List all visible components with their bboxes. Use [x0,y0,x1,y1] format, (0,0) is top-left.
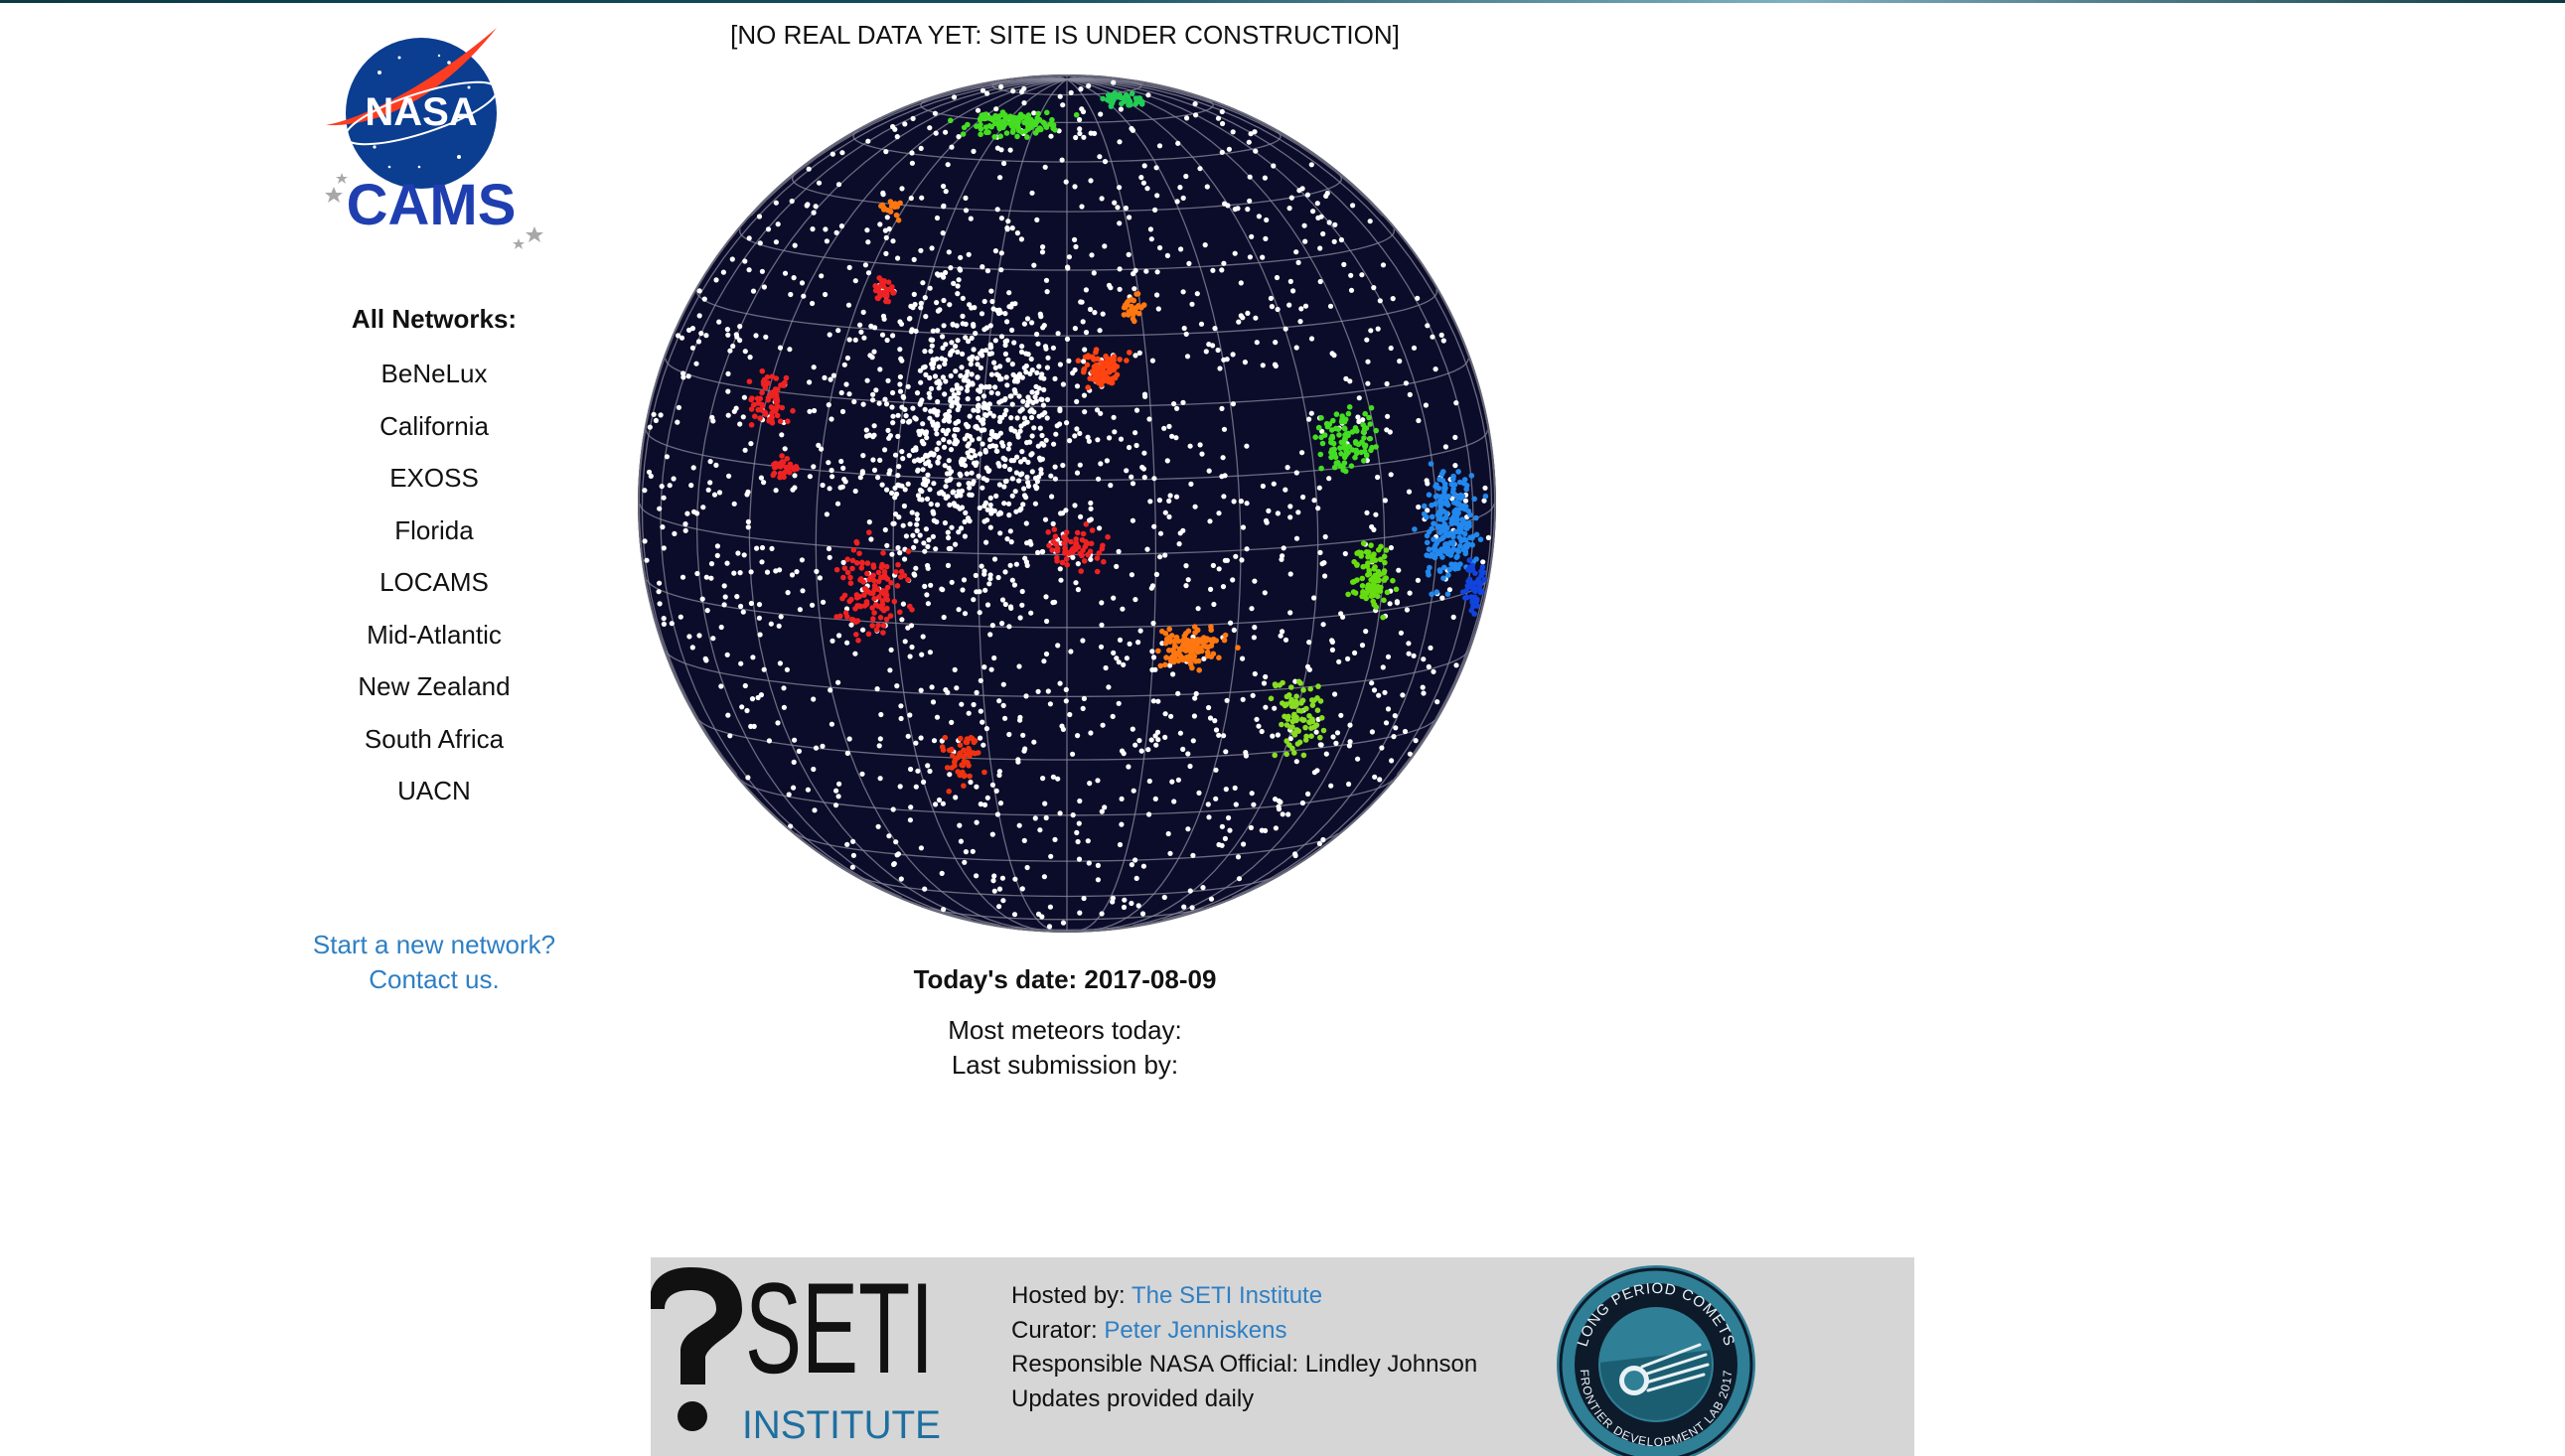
fdl-badge-logo[interactable]: LONG PERIOD COMETS FRONTIER DEVELOPMENT … [1551,1257,1759,1456]
nasa-meatball [346,38,497,189]
institute-text: INSTITUTE [742,1403,941,1447]
network-link-california[interactable]: California [379,410,489,441]
globe-rim [638,74,1496,933]
network-link-mid-atlantic[interactable]: Mid-Atlantic [367,619,502,650]
nasa-stars [373,54,471,169]
nasa-orbit [344,80,499,146]
footer: SETI INSTITUTE Hosted by: The SETI Insti… [651,1257,1914,1456]
nasa-text: NASA [365,90,477,134]
meteor-sky-globe[interactable] [636,72,1498,936]
updates-note: Updates provided daily [1011,1384,1255,1412]
globe-grid [640,76,1494,931]
nasa-cams-logo[interactable]: NASA CAMS [320,18,550,251]
badge-outer-stroke [1559,1267,1753,1456]
comet-icon [1600,1343,1712,1420]
seti-institute-link[interactable]: The SETI Institute [1131,1282,1323,1309]
network-link-locams[interactable]: LOCAMS [379,567,489,597]
network-link-exoss[interactable]: EXOSS [389,463,479,493]
todays-date: Today's date: 2017-08-09 [913,964,1217,994]
start-network-link[interactable]: Start a new network? [312,930,556,959]
seti-text: SETI [745,1257,934,1400]
curator-label: Curator: [1011,1316,1105,1344]
curator-link[interactable]: Peter Jenniskens [1104,1316,1287,1344]
most-meteors-today: Most meteors today: [948,1015,1182,1045]
network-link-uacn[interactable]: UACN [397,776,471,805]
last-submission: Last submission by: [951,1050,1179,1080]
network-link-benelux[interactable]: BeNeLux [380,359,488,388]
hosted-by-label: Hosted by: [1011,1282,1132,1309]
network-link-new-zealand[interactable]: New Zealand [358,671,511,701]
contact-link[interactable]: Contact us. [369,964,500,994]
nasa-official: Responsible NASA Official: Lindley Johns… [1011,1351,1478,1378]
cams-text: CAMS [347,173,517,237]
construction-notice: [NO REAL DATA YET: SITE IS UNDER CONSTRU… [730,20,1400,50]
all-networks-heading: All Networks: [351,304,518,334]
sidebar-links: Start a new network? Contact us. [235,928,633,997]
star-icons [325,173,543,249]
hosted-by-row: Hosted by: The SETI Institute [1011,1279,1477,1314]
network-link-south-africa[interactable]: South Africa [364,723,505,754]
meteor-dots [642,79,1491,930]
seti-institute-logo[interactable]: SETI INSTITUTE [651,1257,949,1456]
network-link-florida[interactable]: Florida [394,514,474,545]
network-list: BeNeLux California EXOSS Florida LOCAMS … [235,354,633,823]
curator-row: Curator: Peter Jenniskens [1011,1314,1477,1349]
seti-question-mark-icon [651,1267,742,1431]
footer-info: Hosted by: The SETI Institute Curator: P… [1011,1279,1477,1416]
top-border [0,0,2565,3]
